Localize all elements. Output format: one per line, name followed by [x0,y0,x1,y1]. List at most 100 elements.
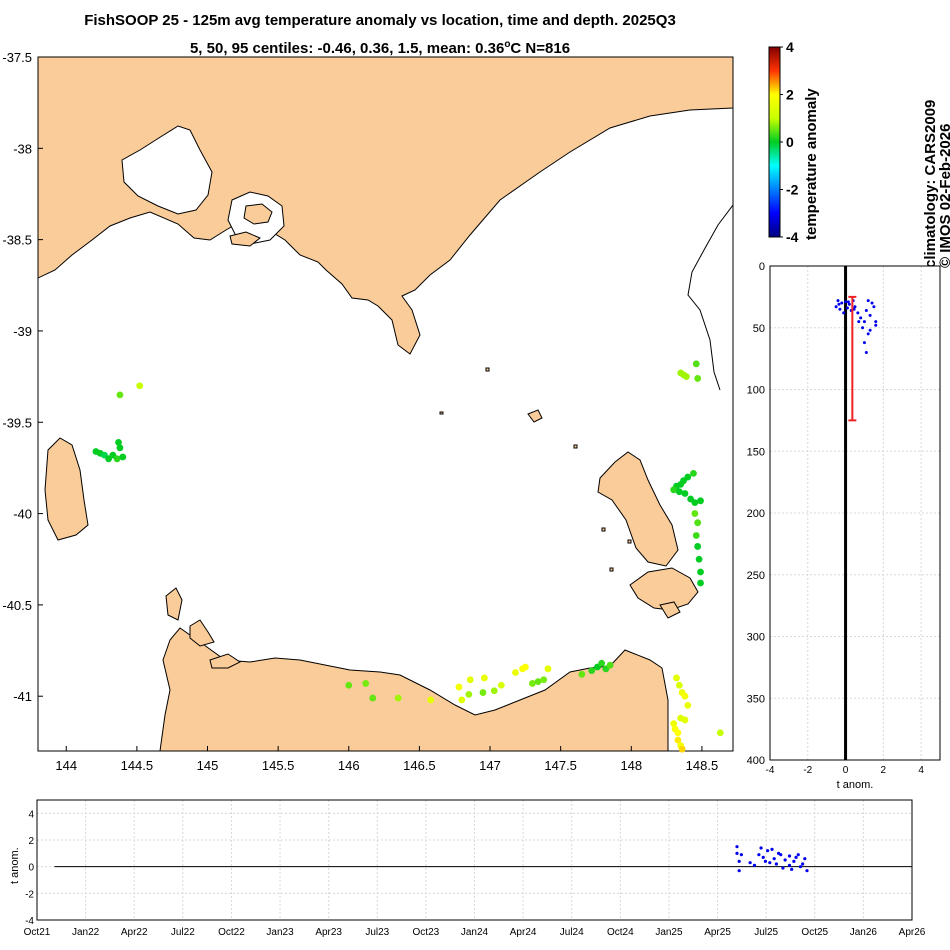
map-data-point [521,663,529,671]
map-x-tick-label: 147 [479,758,501,773]
rock-5 [601,527,606,532]
profile-x-tick-label: -4 [766,765,775,776]
map-data-point [466,676,474,684]
timeseries-x-tick-label: Jan25 [655,927,683,938]
profile-data-point [847,302,851,306]
map-data-point [427,696,435,704]
map-data-point [691,510,699,517]
colorbar-tick-label: -2 [786,182,799,198]
timeseries-x-tick-label: Oct24 [607,927,634,938]
map-x-tick-label: 145 [197,758,219,773]
profile-scatter-points [834,266,878,760]
subtitle-prefix: 5, 50, 95 centiles: -0.46, 0.36, 1.5, me… [189,40,505,57]
profile-x-tick-label: 0 [843,765,849,776]
map-data-point [116,391,124,399]
depth-profile-panel: 0 50 100 150 200 250 300 350 400-4 -2 0 2 4 t anom. [747,261,941,791]
timeseries-x-tick-label: Apr22 [121,927,148,938]
map-data-point [716,729,724,737]
map-y-tick-label: -41 [13,689,32,704]
map-data-point [670,720,678,728]
map-data-point [598,659,606,667]
profile-data-point [837,302,841,306]
king-island [44,437,89,541]
map-data-point [675,488,683,496]
rock-6 [627,539,632,544]
map-y-tick-label: -38 [13,141,32,156]
map-data-point [678,745,686,753]
map-data-point [394,694,402,702]
timeseries-y-tick-label: 0 [28,863,34,874]
timeseries-data-point [798,865,803,869]
map-data-point [455,683,463,691]
profile-y-tick-label: 100 [747,385,765,397]
timeseries-x-tick-label: Apr23 [315,927,342,938]
map-data-point [694,519,702,527]
timeseries-data-point [768,861,772,865]
map-data-point [113,455,121,463]
profile-data-point [866,299,870,303]
timeseries-data-point [763,859,768,863]
timeseries-x-tick-label: Apr26 [899,927,926,938]
map-data-point [675,681,683,689]
timeseries-data-point [748,861,752,865]
map-panel: 144 144.5 145 145.5 146 146.5 147 147.5 148 148.5… [2,50,734,773]
chart-title: FishSOOP 25 - 125m avg temperature anoma… [84,12,676,29]
timeseries-x-tick-label: Jan26 [850,927,878,938]
map-data-point [697,579,704,587]
timeseries-x-tick-label: Jul24 [560,927,584,938]
land-layer [38,57,733,751]
profile-y-tick-label: 300 [747,632,765,644]
map-data-point [682,373,690,381]
land-victoria [38,57,733,355]
map-y-tick-label: -39 [13,324,32,339]
timeseries-data-point [737,859,741,863]
map-x-tick-label: 148.5 [686,758,719,773]
profile-data-point [864,308,868,312]
timeseries-ylabel: t anom. [9,847,21,884]
map-x-tick-label: 144 [55,758,77,773]
map-y-tick-label: -40.5 [2,598,32,613]
colorbar-tick-label: -4 [786,229,799,245]
timeseries-x-tick-label: Oct23 [413,927,440,938]
map-data-point [691,499,699,507]
map-data-point [534,678,542,685]
map-data-point [480,674,488,682]
timeseries-data-point [772,857,776,861]
map-data-point [490,687,498,695]
timeseries-data-point [796,853,800,857]
profile-data-point [842,311,846,315]
map-data-point [673,674,680,682]
timeseries-data-point [757,853,761,857]
cape-barren-island [629,567,699,611]
profile-data-point [868,313,872,317]
map-data-point [606,661,614,669]
map-x-tick-label: 146 [338,758,360,773]
hogan-island [527,409,543,423]
profile-data-point [872,305,876,309]
profile-data-point [862,341,866,345]
rock-3 [573,444,578,449]
timeseries-data-point [803,857,807,861]
timeseries-data-point [759,846,763,850]
timeseries-data-point [787,863,792,867]
profile-ticks: 0 50 100 150 200 250 300 350 400-4 -2 0 2 4 t anom. [747,261,925,791]
profile-y-tick-label: 0 [759,261,765,273]
profile-xlabel: t anom. [837,779,874,791]
profile-data-point [874,323,878,327]
profile-data-point [840,301,844,305]
robbins-island [209,653,241,669]
map-data-point [116,444,124,452]
profile-x-tick-label: 4 [918,765,924,776]
map-data-point [674,729,682,737]
profile-y-tick-label: 200 [747,508,765,520]
map-data-point [512,669,519,676]
profile-data-point [861,326,865,330]
map-x-tick-label: 144.5 [121,758,154,773]
timeseries-x-tick-label: Jul25 [754,927,778,938]
map-y-tick-label: -37.5 [2,50,32,65]
timeseries-data-point [774,862,778,866]
colorbar-tick-label: 0 [786,134,794,150]
map-y-tick-label: -39.5 [2,415,32,430]
map-data-point [544,665,552,673]
